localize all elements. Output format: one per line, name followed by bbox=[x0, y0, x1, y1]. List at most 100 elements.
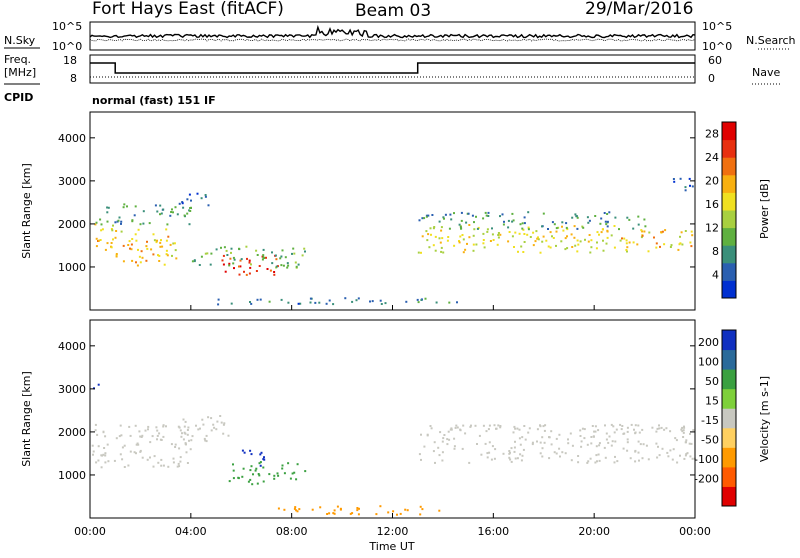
data-cell bbox=[243, 451, 246, 454]
data-cell bbox=[171, 208, 173, 211]
data-cell bbox=[191, 435, 194, 438]
data-cell bbox=[141, 256, 144, 259]
data-cell bbox=[482, 217, 485, 220]
data-cell bbox=[193, 260, 196, 263]
data-cell bbox=[209, 263, 212, 266]
data-cell bbox=[429, 227, 432, 230]
data-cell bbox=[304, 250, 306, 253]
data-cell bbox=[613, 225, 616, 227]
data-cell bbox=[239, 265, 242, 268]
colorbar-swatch bbox=[722, 427, 736, 448]
data-cell bbox=[187, 426, 190, 429]
data-cell bbox=[514, 457, 517, 460]
data-cell bbox=[123, 444, 126, 447]
data-cell bbox=[277, 507, 280, 510]
data-cell bbox=[232, 469, 235, 472]
data-cell bbox=[94, 223, 97, 226]
data-cell bbox=[148, 222, 151, 225]
data-cell bbox=[212, 423, 215, 426]
data-cell bbox=[655, 442, 658, 445]
data-cell bbox=[663, 243, 666, 246]
data-cell bbox=[561, 225, 563, 228]
data-cell bbox=[641, 230, 644, 233]
data-cell bbox=[233, 267, 235, 270]
data-cell bbox=[453, 445, 456, 448]
data-cell bbox=[238, 265, 240, 268]
data-cell bbox=[240, 258, 243, 261]
data-cell bbox=[263, 456, 265, 459]
data-cell bbox=[499, 426, 502, 429]
data-cell bbox=[201, 418, 204, 421]
data-cell bbox=[591, 425, 594, 427]
data-cell bbox=[583, 428, 586, 431]
data-cell bbox=[675, 439, 678, 442]
data-cell bbox=[158, 260, 161, 262]
data-cell bbox=[541, 436, 544, 439]
data-cell bbox=[647, 458, 650, 461]
data-cell bbox=[424, 297, 427, 300]
data-cell bbox=[626, 250, 628, 253]
data-cell bbox=[200, 255, 203, 258]
data-cell bbox=[561, 451, 564, 454]
data-cell bbox=[110, 228, 113, 230]
data-cell bbox=[332, 303, 335, 306]
data-cell bbox=[590, 436, 593, 438]
data-cell bbox=[277, 474, 280, 477]
data-cell bbox=[465, 221, 468, 224]
data-cell bbox=[284, 256, 287, 259]
data-cell bbox=[177, 462, 180, 465]
data-cell bbox=[659, 245, 661, 248]
data-cell bbox=[293, 471, 296, 474]
data-cell bbox=[120, 220, 123, 223]
data-cell bbox=[238, 247, 240, 250]
data-cell bbox=[558, 433, 561, 436]
data-cell bbox=[673, 180, 676, 183]
data-cell bbox=[163, 263, 166, 266]
data-cell bbox=[276, 472, 279, 475]
colorbar-swatch bbox=[722, 245, 736, 264]
data-cell bbox=[326, 513, 329, 515]
data-cell bbox=[145, 245, 148, 248]
data-cell bbox=[137, 443, 140, 446]
data-cell bbox=[260, 451, 263, 454]
data-cell bbox=[660, 426, 663, 429]
data-cell bbox=[579, 429, 582, 432]
power-panel-frame bbox=[89, 111, 696, 311]
data-cell bbox=[543, 441, 546, 444]
data-cell bbox=[159, 241, 162, 244]
data-cell bbox=[115, 254, 118, 257]
data-cell bbox=[296, 510, 299, 513]
data-cell bbox=[689, 455, 692, 458]
data-cell bbox=[519, 453, 522, 456]
data-cell bbox=[182, 206, 185, 209]
y-tick-label: 3000 bbox=[58, 175, 86, 188]
data-cell bbox=[586, 216, 589, 219]
data-cell bbox=[255, 467, 258, 470]
data-cell bbox=[569, 432, 572, 435]
data-cell bbox=[488, 451, 491, 454]
data-cell bbox=[595, 445, 598, 448]
data-cell bbox=[672, 448, 675, 451]
data-cell bbox=[144, 429, 147, 432]
data-cell bbox=[239, 259, 242, 262]
data-cell bbox=[440, 250, 443, 253]
data-cell bbox=[502, 223, 505, 226]
data-cell bbox=[539, 424, 541, 427]
data-cell bbox=[134, 233, 137, 236]
data-cell bbox=[490, 458, 493, 461]
data-cell bbox=[564, 248, 567, 251]
data-cell bbox=[450, 428, 453, 431]
data-cell bbox=[593, 430, 596, 433]
data-cell bbox=[689, 184, 691, 187]
data-cell bbox=[427, 233, 430, 236]
data-cell bbox=[160, 464, 163, 467]
data-cell bbox=[183, 431, 186, 434]
data-cell bbox=[688, 442, 691, 445]
data-cell bbox=[255, 270, 258, 272]
x-tick-label: 20:00 bbox=[578, 525, 610, 538]
colorbar-tick: -15 bbox=[701, 414, 719, 427]
data-cell bbox=[566, 235, 568, 238]
data-cell bbox=[146, 458, 149, 461]
data-cell bbox=[141, 434, 144, 437]
data-cell bbox=[456, 426, 459, 429]
